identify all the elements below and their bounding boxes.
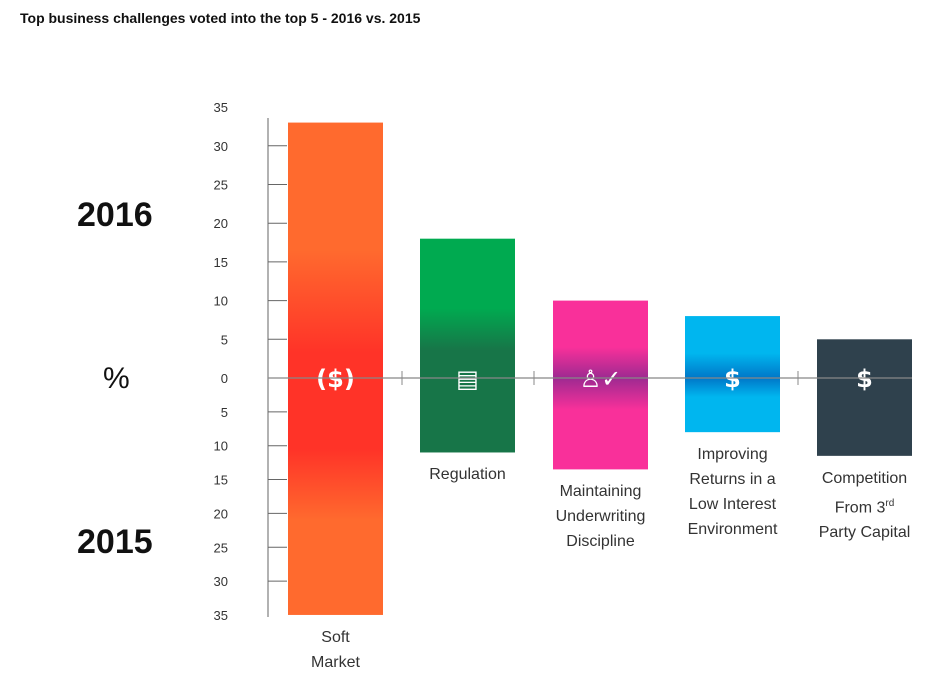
category-label-line: Returns in a <box>689 471 776 489</box>
category-label-line: Regulation <box>429 466 506 484</box>
tick-label-upper: 20 <box>214 216 228 231</box>
year-2016-label: 2016 <box>77 196 153 234</box>
tick-label-upper: 35 <box>214 100 228 115</box>
category-label-line: Soft <box>321 628 350 646</box>
tick-label-upper: 25 <box>214 178 228 193</box>
year-2015-label: 2015 <box>77 523 153 561</box>
tick-label-upper: 0 <box>221 371 228 386</box>
category-label-line: Discipline <box>566 533 635 551</box>
category-label-line: Environment <box>687 521 778 539</box>
category-label-line: Underwriting <box>555 508 646 526</box>
tick-label-lower: 10 <box>214 439 228 454</box>
dollar-weight-icon: $ <box>856 365 873 393</box>
tick-label-upper: 5 <box>221 332 228 347</box>
category-label: Improving Returns in a Low Interest Environ… <box>663 442 803 542</box>
tick-label-lower: 30 <box>214 574 228 589</box>
tick-label-upper: 10 <box>214 294 228 309</box>
bar-2 <box>420 238 515 453</box>
tick-label-lower: 20 <box>214 506 228 521</box>
category-label-line: Competition <box>821 469 908 487</box>
percent-unit-label: % <box>103 362 130 395</box>
dollar-cycle-icon: ($) <box>316 365 355 393</box>
tick-label-lower: 25 <box>214 540 228 555</box>
bar-4 <box>685 316 780 433</box>
category-label-line: Maintaining <box>559 483 642 501</box>
hand-coins-icon: $ <box>724 365 741 393</box>
category-label-line: Party Capital <box>818 524 911 542</box>
certificate-document-icon: ▤ <box>456 365 479 393</box>
tick-label-upper: 30 <box>214 139 228 154</box>
tick-label-upper: 15 <box>214 255 228 270</box>
category-label: Maintaining Underwriting Discipline <box>531 479 671 554</box>
tick-label-lower: 35 <box>214 608 228 623</box>
category-label-line: Market <box>311 653 360 671</box>
category-label: Regulation <box>398 462 538 487</box>
category-label-line: Improving <box>697 446 768 464</box>
category-label: Competition From 3rd Party Capital <box>795 466 935 545</box>
category-label: Soft Market <box>266 625 406 675</box>
category-label-line: Low Interest <box>688 496 777 514</box>
tick-label-lower: 5 <box>221 405 228 420</box>
category-label-line: From 3rd <box>834 497 895 517</box>
bar-1 <box>288 122 383 615</box>
chart-title: Top business challenges voted into the t… <box>20 10 421 26</box>
bar-3 <box>553 300 648 470</box>
bar-5 <box>817 339 912 456</box>
tick-label-lower: 15 <box>214 473 228 488</box>
businessman-checkbox-icon: ♙✓ <box>580 365 622 393</box>
